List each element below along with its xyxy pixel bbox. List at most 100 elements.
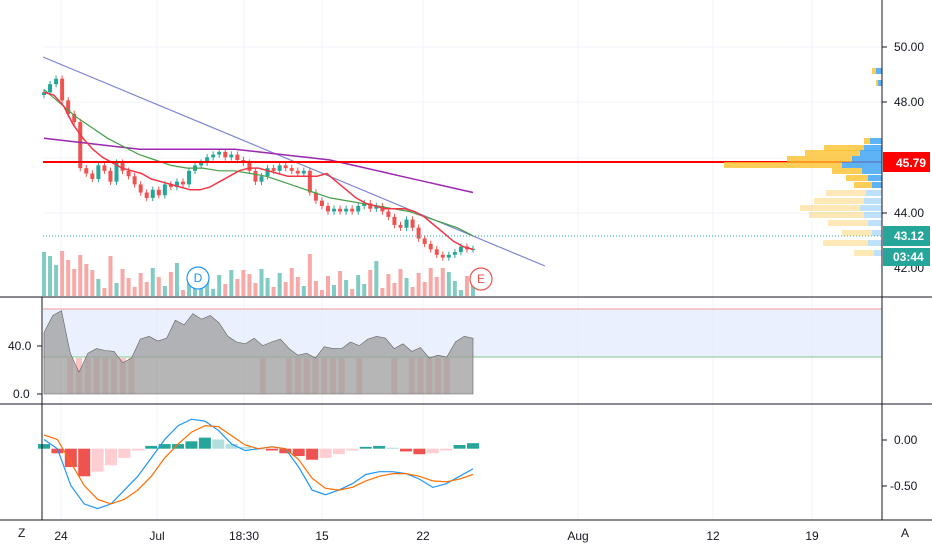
candle-body bbox=[132, 176, 137, 185]
oscillator-axis[interactable]: 40.0 0.0 bbox=[8, 339, 42, 401]
macd-hist-bar bbox=[319, 448, 332, 458]
macd-hist-bar bbox=[185, 441, 198, 449]
candle-body bbox=[295, 170, 300, 174]
volume-bar bbox=[471, 285, 475, 296]
candle-body bbox=[319, 200, 324, 207]
candle-body bbox=[247, 162, 252, 171]
candle-body bbox=[392, 216, 397, 225]
volume-bar bbox=[120, 269, 125, 296]
candle-body bbox=[120, 162, 125, 171]
oscillator-area bbox=[43, 310, 474, 395]
profile-row-sell bbox=[864, 145, 882, 151]
volume-bar bbox=[313, 281, 318, 296]
volume-bar bbox=[162, 286, 167, 296]
candle-body bbox=[271, 168, 276, 171]
timezone-toggle-button[interactable]: Z bbox=[18, 526, 26, 540]
profile-row-buy bbox=[814, 198, 864, 204]
marker-d[interactable]: D bbox=[186, 266, 210, 290]
profile-row-sell bbox=[860, 205, 882, 211]
profile-row-buy bbox=[876, 80, 878, 86]
grid bbox=[43, 0, 882, 520]
candle-body bbox=[162, 184, 167, 196]
macd-hist-bar bbox=[346, 448, 359, 451]
volume-bar bbox=[325, 276, 330, 296]
candle-body bbox=[416, 227, 421, 239]
volume-bar bbox=[174, 263, 179, 296]
macd-hist-bar bbox=[38, 444, 50, 449]
volume-bar bbox=[144, 282, 149, 296]
candle-body bbox=[325, 206, 330, 212]
volume-bar bbox=[180, 290, 185, 296]
candle-body bbox=[277, 165, 282, 171]
volume-bar bbox=[132, 287, 137, 296]
candle-body bbox=[458, 246, 463, 253]
macd-hist-bar bbox=[279, 448, 292, 454]
candle-body bbox=[332, 208, 337, 212]
macd-hist-bar bbox=[212, 439, 225, 449]
volume-bar bbox=[301, 286, 306, 296]
macd-hist-bar bbox=[64, 448, 77, 468]
candle-body bbox=[338, 208, 343, 212]
candle-body bbox=[229, 154, 234, 158]
volume-bar bbox=[253, 283, 258, 296]
candle-body bbox=[60, 78, 65, 101]
candle-body bbox=[313, 192, 318, 201]
candle-body bbox=[96, 165, 101, 179]
candle-body bbox=[187, 170, 192, 185]
level-price-label: 45.79 bbox=[896, 156, 926, 170]
macd-hist-bar bbox=[158, 444, 171, 449]
volume-bar bbox=[90, 270, 95, 296]
candle-body bbox=[283, 165, 288, 169]
macd-hist-bar bbox=[105, 448, 118, 466]
volume-bar bbox=[307, 254, 312, 296]
candle-body bbox=[90, 173, 95, 179]
volume-bar bbox=[362, 284, 367, 296]
candle-body bbox=[410, 219, 415, 228]
volume-bar bbox=[440, 268, 445, 296]
macd-hist-bar bbox=[265, 448, 278, 451]
volume-bar bbox=[78, 255, 83, 296]
time-axis[interactable]: 24 Jul 18:30 15 22 Aug 12 19 bbox=[54, 529, 819, 543]
volume-bar bbox=[356, 275, 361, 296]
profile-row-sell bbox=[876, 68, 882, 74]
macd-hist-bar bbox=[399, 448, 412, 452]
volume-bars bbox=[42, 251, 475, 296]
auto-scale-button[interactable]: A bbox=[901, 526, 910, 540]
candle-body bbox=[422, 238, 427, 244]
marker-e[interactable]: E bbox=[469, 267, 493, 291]
volume-bar bbox=[289, 268, 294, 296]
ema-mid-line bbox=[43, 89, 474, 237]
volume-bar bbox=[229, 270, 234, 296]
profile-row-sell bbox=[864, 212, 882, 218]
macd-axis[interactable]: 0.00 -0.50 bbox=[882, 433, 918, 493]
candle-body bbox=[102, 165, 107, 171]
osc-tick-40: 40.0 bbox=[8, 339, 32, 353]
macd-hist-bar bbox=[453, 445, 466, 449]
candle-body bbox=[156, 189, 161, 196]
candle-body bbox=[386, 211, 391, 217]
volume-bar bbox=[217, 275, 222, 296]
volume-bar bbox=[54, 265, 59, 296]
price-tick-48: 48.00 bbox=[894, 95, 924, 109]
bar-countdown: 03:44 bbox=[893, 250, 924, 264]
volume-bar bbox=[416, 273, 421, 296]
macd-hist-bar bbox=[225, 444, 238, 449]
volume-bar bbox=[168, 272, 173, 296]
level-price-tag: 45.79 bbox=[883, 152, 930, 172]
ema-fast-line bbox=[43, 91, 474, 251]
volume-bar bbox=[156, 277, 161, 296]
candle-body bbox=[72, 113, 77, 123]
candle-body bbox=[265, 168, 270, 177]
candlesticks bbox=[42, 75, 475, 261]
volume-bar bbox=[187, 276, 192, 296]
candle-body bbox=[398, 225, 403, 228]
osc-tick-0: 0.0 bbox=[13, 387, 30, 401]
profile-row-buy bbox=[824, 145, 864, 151]
profile-row-sell bbox=[872, 230, 882, 236]
candle-body bbox=[54, 78, 59, 85]
price-tick-50: 50.00 bbox=[894, 40, 924, 54]
candle-body bbox=[253, 170, 258, 182]
candle-body bbox=[42, 92, 46, 95]
volume-bar bbox=[295, 277, 300, 296]
